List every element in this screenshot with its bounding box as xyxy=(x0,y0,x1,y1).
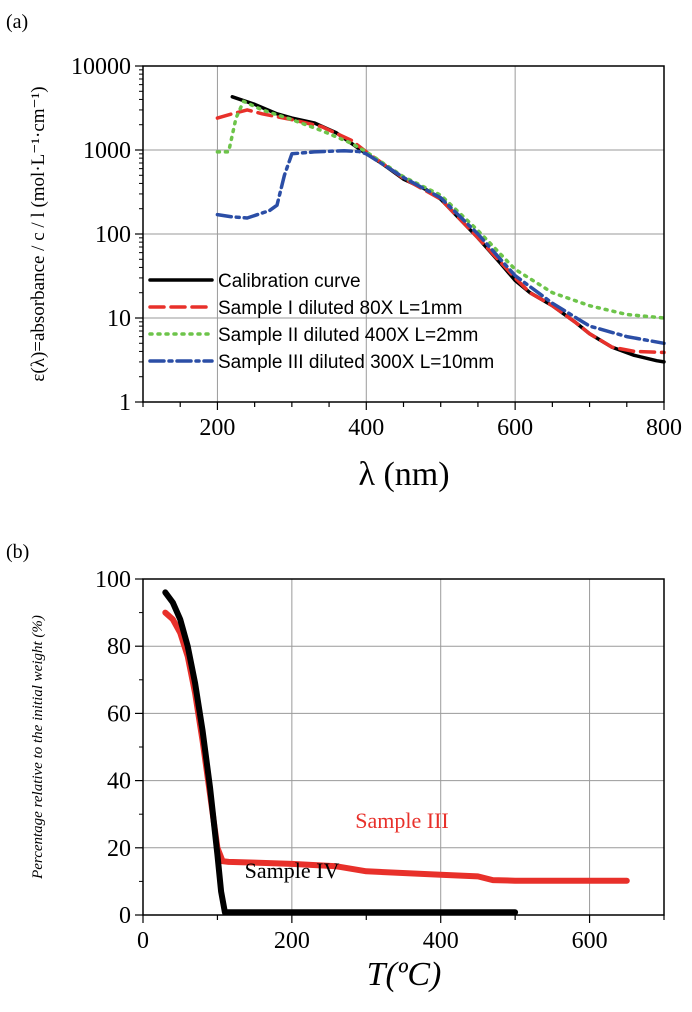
y-tick-label: 10000 xyxy=(71,54,131,80)
legend-label-4: Sample III diluted 300X L=10mm xyxy=(218,352,494,373)
panel-b-x-axis-label: T(ºC) xyxy=(367,956,442,993)
panel-a-series xyxy=(215,95,666,364)
x-tick-label: 0 xyxy=(137,928,149,954)
y-tick-label: 100 xyxy=(95,222,131,248)
series-line-2 xyxy=(162,589,519,916)
y-tick-label: 1000 xyxy=(83,138,131,164)
series-line-2 xyxy=(215,108,666,355)
annotation-sample-iv: Sample IV xyxy=(245,858,340,883)
y-tick-label: 1 xyxy=(119,390,131,416)
x-tick-label: 600 xyxy=(572,928,608,954)
panel-b-y-axis-label: Percentage relative to the initial weigh… xyxy=(30,615,46,880)
y-tick-label: 10 xyxy=(107,306,131,332)
legend-label-3: Sample II diluted 400X L=2mm xyxy=(218,325,478,346)
series-line-1 xyxy=(162,609,630,884)
series-line-1 xyxy=(230,95,666,364)
legend-label-1: Calibration curve xyxy=(218,271,361,292)
y-tick-label: 60 xyxy=(107,701,131,727)
series-line-3 xyxy=(215,99,666,320)
y-tick-label: 80 xyxy=(107,634,131,660)
y-tick-label: 100 xyxy=(95,567,131,593)
panel-a: (a) 200 400 600 800 1 10 100 1000 10000 Calibrat… xyxy=(6,11,682,493)
panel-b-ticks: 0 200 400 600 0 20 40 60 80 100 xyxy=(95,567,665,954)
y-tick-label: 0 xyxy=(119,903,131,929)
panel-a-legend: Calibration curve Sample I diluted 80X L=… xyxy=(148,271,494,373)
panel-b: (b) 0 200 400 600 0 20 40 60 80 100 Sample III Sa… xyxy=(6,541,665,993)
panel-a-y-axis-label: ε(λ)=absorbance / c / l (mol·L⁻¹·cm⁻¹) xyxy=(28,86,49,381)
panel-a-x-axis-label: λ (nm) xyxy=(358,456,449,493)
x-tick-label: 200 xyxy=(199,415,235,441)
y-tick-label: 40 xyxy=(107,769,131,795)
x-tick-label: 800 xyxy=(646,415,682,441)
x-tick-label: 200 xyxy=(274,928,310,954)
series-line-4 xyxy=(215,148,666,346)
panel-b-label: (b) xyxy=(6,541,29,563)
x-tick-label: 400 xyxy=(423,928,459,954)
annotation-sample-iii: Sample III xyxy=(355,808,448,833)
panel-a-label: (a) xyxy=(6,11,28,33)
x-tick-label: 400 xyxy=(348,415,384,441)
panel-b-series xyxy=(162,589,630,916)
legend-label-2: Sample I diluted 80X L=1mm xyxy=(218,298,463,319)
x-tick-label: 600 xyxy=(497,415,533,441)
panel-a-ticks: 200 400 600 800 1 10 100 1000 10000 xyxy=(71,54,682,441)
y-tick-label: 20 xyxy=(107,836,131,862)
